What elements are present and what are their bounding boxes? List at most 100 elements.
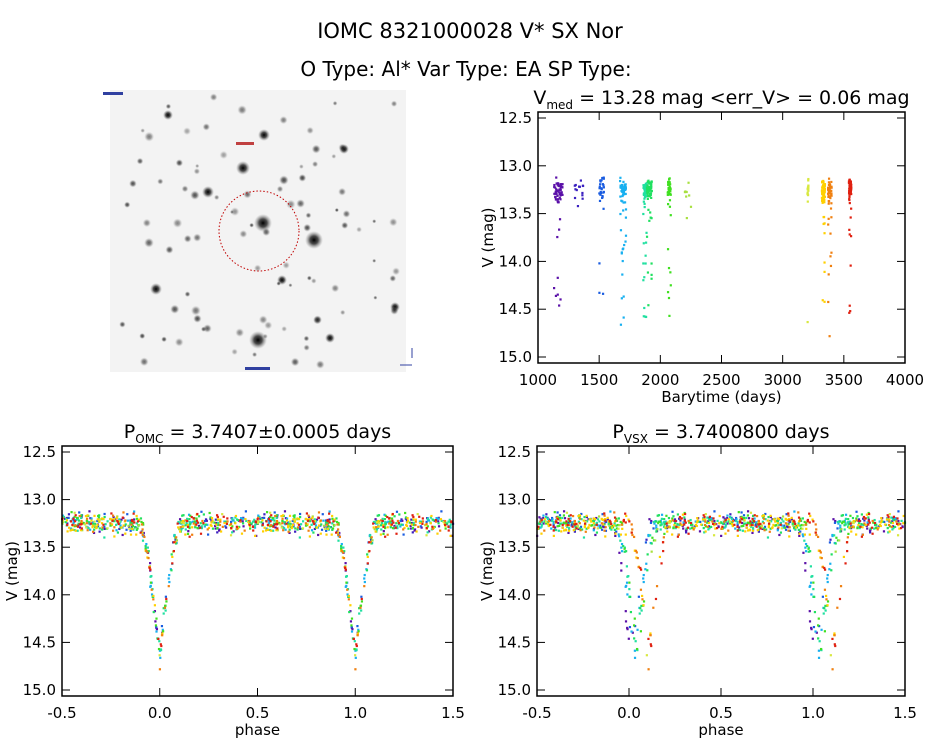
data-point — [582, 536, 586, 539]
data-point — [73, 528, 76, 532]
data-point — [626, 628, 629, 631]
data-point — [143, 535, 146, 539]
data-point — [667, 193, 671, 196]
data-point — [667, 516, 671, 520]
data-point — [631, 533, 634, 537]
data-point — [560, 192, 563, 196]
data-point — [691, 526, 694, 530]
data-point — [413, 529, 416, 532]
data-point — [426, 518, 429, 521]
data-point — [852, 525, 855, 528]
data-point — [186, 525, 190, 528]
data-point — [369, 541, 372, 544]
y-axis-label: V (mag) — [479, 207, 497, 267]
data-point — [578, 185, 581, 188]
data-point — [601, 292, 605, 295]
data-point — [830, 216, 833, 219]
data-point — [849, 514, 852, 517]
data-point — [876, 528, 879, 531]
data-point — [383, 525, 386, 528]
data-point — [118, 518, 121, 521]
data-point — [390, 523, 393, 526]
data-point — [320, 523, 323, 526]
data-point — [793, 526, 796, 529]
data-point — [113, 520, 116, 523]
star — [279, 115, 288, 125]
data-point — [350, 624, 353, 627]
data-point — [649, 521, 653, 524]
data-point — [798, 534, 801, 538]
data-point — [552, 529, 555, 532]
data-point — [750, 523, 753, 526]
data-point — [671, 533, 674, 536]
data-point — [185, 521, 188, 524]
data-point — [567, 524, 571, 527]
data-point — [614, 534, 617, 538]
data-point — [756, 529, 759, 532]
data-point — [842, 555, 846, 559]
data-point — [849, 216, 852, 219]
y-tick-label: 12.5 — [498, 443, 531, 461]
data-point — [830, 569, 833, 572]
data-point — [695, 521, 698, 524]
data-point — [282, 529, 285, 532]
data-point — [821, 201, 824, 204]
data-point — [336, 523, 339, 526]
data-point — [808, 610, 811, 613]
data-point — [633, 617, 636, 620]
data-point — [195, 517, 198, 520]
star — [331, 284, 340, 293]
star — [136, 157, 144, 165]
data-point — [688, 194, 691, 197]
data-point — [871, 519, 874, 523]
data-point — [269, 520, 272, 523]
data-point — [892, 527, 895, 530]
data-point — [673, 524, 676, 527]
data-point — [649, 634, 652, 637]
data-point — [231, 531, 234, 534]
star — [325, 333, 335, 343]
data-point — [828, 188, 831, 191]
data-point — [595, 531, 599, 534]
data-point — [810, 575, 813, 578]
data-point — [661, 541, 665, 544]
data-point — [624, 183, 627, 186]
data-point — [829, 192, 832, 195]
title-rest: = 3.7407±0.0005 days — [163, 421, 391, 443]
data-point — [269, 511, 272, 514]
data-point — [153, 610, 157, 613]
data-point — [674, 527, 677, 530]
data-point — [173, 534, 176, 537]
star — [276, 281, 281, 286]
data-point — [828, 335, 831, 338]
data-point — [211, 519, 214, 522]
data-point — [577, 520, 580, 523]
data-point — [129, 533, 133, 536]
data-point — [354, 656, 357, 659]
data-point — [831, 637, 834, 641]
data-point — [833, 521, 837, 524]
data-point — [249, 527, 252, 530]
data-point — [545, 513, 548, 516]
data-point — [396, 525, 399, 528]
data-point — [110, 523, 114, 526]
data-point — [642, 279, 645, 282]
data-point — [308, 520, 312, 523]
data-point — [578, 514, 582, 517]
x-tick-label: 4000 — [886, 371, 924, 389]
data-point — [248, 523, 251, 526]
star — [175, 159, 184, 167]
data-point — [724, 523, 728, 526]
data-point — [602, 207, 605, 210]
x-tick-label: 1.5 — [893, 704, 917, 722]
data-point — [545, 520, 548, 523]
data-point — [902, 522, 905, 525]
data-point — [848, 193, 851, 196]
data-point — [662, 525, 666, 528]
data-point — [716, 519, 719, 523]
data-point — [778, 517, 781, 521]
data-point — [612, 524, 616, 527]
data-point — [70, 511, 73, 514]
star — [253, 264, 262, 272]
data-point — [204, 518, 208, 521]
